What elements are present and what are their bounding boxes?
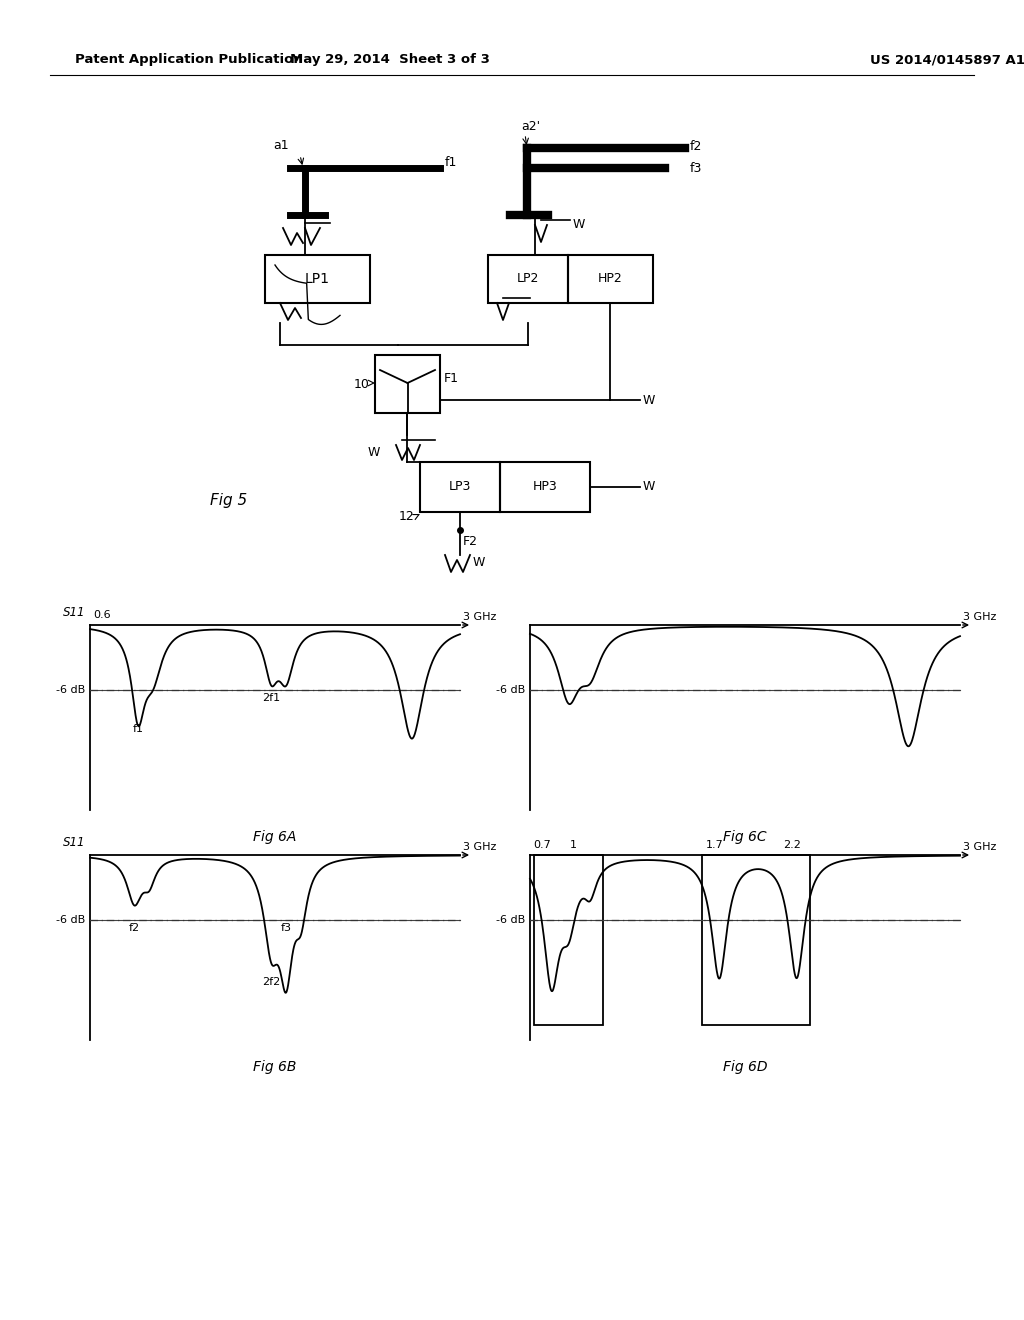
Text: LP1: LP1 — [305, 272, 330, 286]
Bar — [265, 255, 370, 304]
Text: 1.7: 1.7 — [706, 840, 724, 850]
Text: a2': a2' — [521, 120, 540, 133]
Text: HP3: HP3 — [532, 480, 557, 494]
Bar — [535, 855, 603, 1026]
Text: Fig 6A: Fig 6A — [253, 830, 297, 843]
Text: S11: S11 — [62, 606, 85, 619]
Text: Fig 6B: Fig 6B — [253, 1060, 297, 1074]
Text: f3: f3 — [690, 161, 702, 174]
Text: May 29, 2014  Sheet 3 of 3: May 29, 2014 Sheet 3 of 3 — [290, 54, 489, 66]
Bar — [488, 255, 568, 304]
Text: W: W — [368, 446, 380, 458]
Text: 12: 12 — [398, 510, 414, 523]
Text: 3 GHz: 3 GHz — [963, 842, 996, 851]
Text: S11: S11 — [62, 837, 85, 850]
Text: W: W — [643, 393, 655, 407]
Bar — [568, 255, 653, 304]
Bar — [702, 855, 810, 1026]
Text: 3 GHz: 3 GHz — [463, 612, 497, 622]
Text: f2: f2 — [690, 140, 702, 153]
Text: Fig 6D: Fig 6D — [723, 1060, 767, 1074]
Text: 1: 1 — [569, 840, 577, 850]
Text: Patent Application Publication: Patent Application Publication — [75, 54, 303, 66]
Text: 0.6: 0.6 — [93, 610, 111, 620]
Text: HP2: HP2 — [598, 272, 623, 285]
Text: F2: F2 — [463, 535, 478, 548]
Text: f2: f2 — [129, 923, 140, 933]
Text: -6 dB: -6 dB — [55, 915, 85, 924]
Text: US 2014/0145897 A1: US 2014/0145897 A1 — [870, 54, 1024, 66]
Bar — [500, 462, 590, 512]
Text: F1: F1 — [444, 372, 459, 385]
Text: -6 dB: -6 dB — [496, 915, 525, 924]
Text: 2.2: 2.2 — [783, 840, 801, 850]
Text: W: W — [573, 219, 586, 231]
Text: 2f2: 2f2 — [262, 977, 281, 987]
Text: 3 GHz: 3 GHz — [963, 612, 996, 622]
Text: f1: f1 — [445, 157, 458, 169]
Text: 10: 10 — [354, 379, 370, 392]
Text: f3: f3 — [281, 923, 292, 933]
Text: 2f1: 2f1 — [262, 693, 281, 704]
Text: a1: a1 — [273, 139, 289, 152]
Text: Fig 5: Fig 5 — [210, 492, 247, 507]
Text: Fig 6C: Fig 6C — [723, 830, 767, 843]
Text: W: W — [643, 480, 655, 494]
Text: f1: f1 — [132, 723, 143, 734]
Text: LP3: LP3 — [449, 480, 471, 494]
Text: W: W — [473, 556, 485, 569]
Text: 3 GHz: 3 GHz — [463, 842, 497, 851]
Text: -6 dB: -6 dB — [55, 685, 85, 694]
Text: -6 dB: -6 dB — [496, 685, 525, 694]
Text: 0.7: 0.7 — [534, 840, 551, 850]
Bar — [375, 355, 440, 413]
Bar — [420, 462, 500, 512]
Text: LP2: LP2 — [517, 272, 540, 285]
